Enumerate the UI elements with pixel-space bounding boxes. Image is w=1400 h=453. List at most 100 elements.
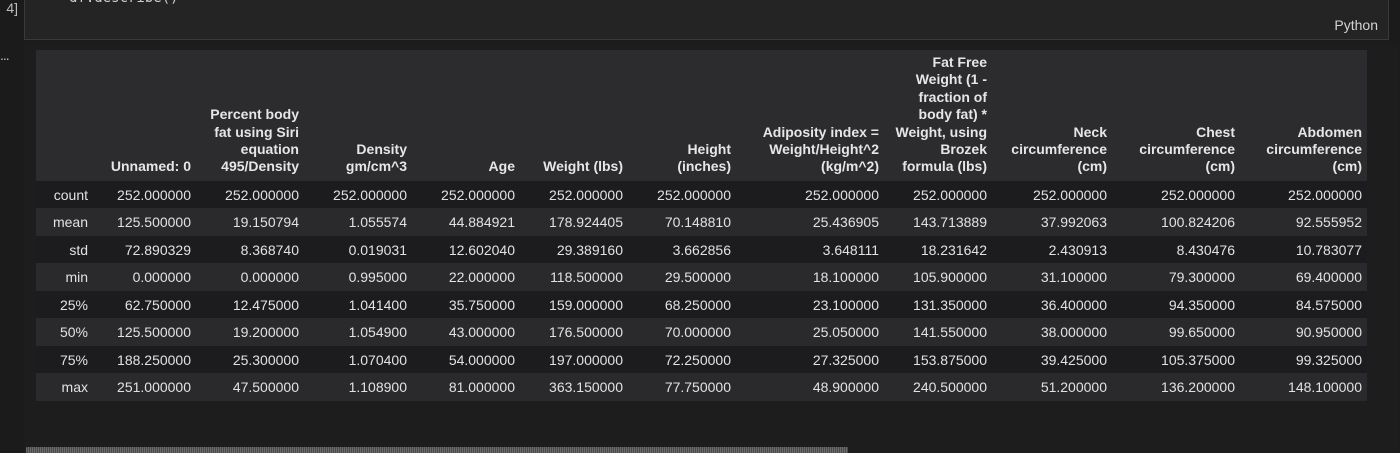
table-cell: 8.368740: [240, 241, 299, 258]
table-cell: 25.300000: [232, 351, 299, 368]
more-actions-icon[interactable]: ...: [0, 47, 10, 63]
table-cell: 178.924405: [549, 214, 623, 231]
table-cell: 72.250000: [664, 351, 731, 368]
table-cell: 363.150000: [549, 379, 623, 396]
row-label: min: [65, 269, 88, 286]
table-cell: 29.389160: [556, 241, 623, 258]
column-header: Height (inches): [628, 50, 736, 181]
table-cell: 252.000000: [805, 186, 879, 203]
table-cell: 252.000000: [1161, 186, 1235, 203]
describe-table: Unnamed: 0 Percent body fat using Siri e…: [36, 50, 1367, 401]
table-cell: 68.250000: [664, 296, 731, 313]
table-cell: 252.000000: [225, 186, 299, 203]
column-header: Density gm/cm^3: [304, 50, 412, 181]
table-cell: 197.000000: [549, 351, 623, 368]
table-cell: 99.650000: [1168, 324, 1235, 341]
cell-language-label[interactable]: Python: [1334, 17, 1378, 33]
code-text: df.describe(): [69, 0, 179, 6]
table-cell: 1.041400: [348, 296, 407, 313]
table-cell: 79.300000: [1168, 269, 1235, 286]
table-cell: 252.000000: [441, 186, 515, 203]
table-row: std 72.890329 8.368740 0.019031 12.60204…: [36, 235, 1367, 264]
column-header: Weight (lbs): [520, 50, 628, 181]
table-cell: 251.000000: [117, 379, 191, 396]
horizontal-scrollbar[interactable]: [26, 447, 848, 453]
row-label: 50%: [59, 324, 88, 341]
table-cell: 0.995000: [348, 269, 407, 286]
table-cell: 252.000000: [913, 186, 987, 203]
column-header: Age: [412, 50, 520, 181]
table-cell: 48.900000: [812, 379, 879, 396]
table-cell: 0.000000: [240, 269, 299, 286]
table-cell: 105.900000: [913, 269, 987, 286]
table-cell: 19.150794: [232, 214, 299, 231]
table-cell: 252.000000: [1288, 186, 1362, 203]
column-header: Fat Free Weight (1 - fraction of body fa…: [884, 50, 992, 181]
table-cell: 72.890329: [124, 241, 191, 258]
table-cell: 25.050000: [812, 324, 879, 341]
table-cell: 3.648111: [822, 241, 879, 258]
column-header: Unnamed: 0: [93, 50, 196, 181]
table-cell: 47.500000: [232, 379, 299, 396]
table-cell: 100.824206: [1161, 214, 1235, 231]
table-cell: 12.475000: [232, 296, 299, 313]
table-cell: 0.000000: [132, 269, 191, 286]
header-row: Unnamed: 0 Percent body fat using Siri e…: [36, 50, 1367, 181]
table-cell: 18.231642: [920, 241, 987, 258]
table-row: 25% 62.750000 12.475000 1.041400 35.7500…: [36, 290, 1367, 319]
table-cell: 69.400000: [1295, 269, 1362, 286]
table-row: count 252.000000 252.000000 252.000000 2…: [36, 180, 1367, 209]
table-cell: 118.500000: [550, 269, 623, 286]
table-cell: 19.200000: [232, 324, 299, 341]
column-header: Chest circumference (cm): [1112, 50, 1240, 181]
table-cell: 81.000000: [448, 379, 515, 396]
table-row: 50% 125.500000 19.200000 1.054900 43.000…: [36, 318, 1367, 346]
table-cell: 240.500000: [913, 379, 987, 396]
row-label: std: [69, 241, 88, 258]
table-cell: 252.000000: [549, 186, 623, 203]
table-cell: 125.500000: [117, 214, 191, 231]
table-cell: 62.750000: [124, 296, 191, 313]
code-cell[interactable]: df.describe() Python: [24, 0, 1389, 40]
table-row: max 251.000000 47.500000 1.108900 81.000…: [36, 373, 1367, 401]
table-cell: 105.375000: [1161, 351, 1235, 368]
table-cell: 176.500000: [549, 324, 623, 341]
row-label: max: [61, 379, 88, 396]
column-header: Neck circumference (cm): [992, 50, 1112, 181]
table-cell: 22.000000: [448, 269, 515, 286]
table-row: min 0.000000 0.000000 0.995000 22.000000…: [36, 263, 1367, 291]
row-label: count: [53, 186, 88, 203]
table-cell: 23.100000: [812, 296, 879, 313]
table-cell: 94.350000: [1168, 296, 1235, 313]
table-cell: 27.325000: [812, 351, 879, 368]
table-cell: 1.054900: [348, 324, 407, 341]
table-cell: 29.500000: [664, 269, 731, 286]
table-cell: 252.000000: [117, 186, 191, 203]
table-cell: 143.713889: [913, 214, 987, 231]
table-cell: 54.000000: [448, 351, 515, 368]
execution-count: 4]: [6, 0, 18, 16]
table-cell: 1.055574: [348, 214, 407, 231]
table-cell: 43.000000: [448, 324, 515, 341]
table-cell: 125.500000: [117, 324, 191, 341]
table-cell: 188.250000: [117, 351, 191, 368]
table-cell: 84.575000: [1295, 296, 1362, 313]
table-row: 75% 188.250000 25.300000 1.070400 54.000…: [36, 345, 1367, 374]
table-cell: 159.000000: [549, 296, 623, 313]
table-cell: 252.000000: [657, 186, 731, 203]
table-cell: 92.555952: [1295, 214, 1362, 231]
table-cell: 70.148810: [664, 214, 731, 231]
row-label: mean: [52, 214, 88, 231]
table-cell: 31.100000: [1040, 269, 1107, 286]
column-header: Abdomen circumference (cm): [1240, 50, 1367, 181]
table-cell: 1.070400: [348, 351, 407, 368]
table-cell: 252.000000: [1033, 186, 1107, 203]
table-cell: 1.108900: [348, 379, 407, 396]
table-cell: 18.100000: [812, 269, 879, 286]
table-cell: 153.875000: [913, 351, 987, 368]
table-cell: 35.750000: [448, 296, 515, 313]
table-cell: 99.325000: [1295, 351, 1362, 368]
table-cell: 37.992063: [1040, 214, 1107, 231]
table-cell: 77.750000: [664, 379, 731, 396]
table-cell: 38.000000: [1040, 324, 1107, 341]
